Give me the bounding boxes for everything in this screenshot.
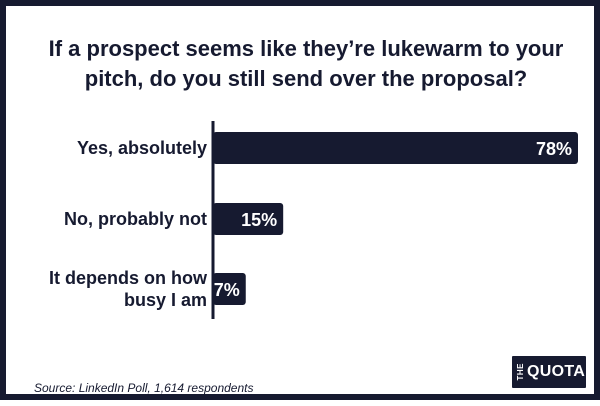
category-label-line: busy I am xyxy=(124,290,207,310)
logo-the-text: THE xyxy=(516,363,525,381)
bar-chart: 78% Yes, absolutely 15% No, probably not 7% I… xyxy=(49,121,578,319)
category-label-1: Yes, absolutely xyxy=(77,138,207,158)
bar-3 xyxy=(213,273,246,305)
value-label-1: 78% xyxy=(536,139,572,159)
source-note: Source: LinkedIn Poll, 1,614 respondents xyxy=(34,381,254,395)
bar-2 xyxy=(213,203,284,235)
category-label-2: No, probably not xyxy=(64,209,207,229)
category-label-line: It depends on how xyxy=(49,268,208,288)
bars: 78% Yes, absolutely 15% No, probably not 7% I… xyxy=(49,132,578,310)
value-label-3: 7% xyxy=(214,280,240,300)
value-label-2: 15% xyxy=(241,210,277,230)
logo-quota-text: QUOTA xyxy=(527,363,586,380)
category-label-line: No, probably not xyxy=(64,209,207,229)
the-quota-logo: THE QUOTA xyxy=(512,356,586,388)
category-label-3: It depends on how busy I am xyxy=(49,268,208,310)
chart-title: If a prospect seems like they’re lukewar… xyxy=(48,36,564,91)
bar-1 xyxy=(213,132,578,164)
category-label-line: Yes, absolutely xyxy=(77,138,207,158)
